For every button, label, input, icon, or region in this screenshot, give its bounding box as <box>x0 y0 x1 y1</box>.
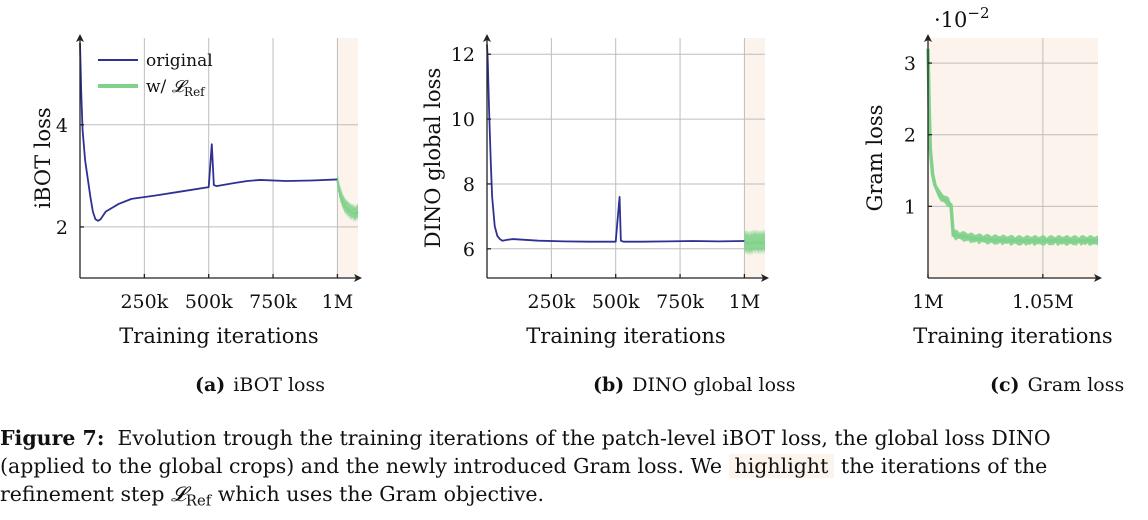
x-tick-label: 250k <box>527 291 575 313</box>
panel-c-gram-loss: 1M 1.05M 1 2 3 Training iterations Gram loss ·1… <box>863 4 1124 396</box>
y-axis-exponent: ·10−2 <box>934 4 990 32</box>
x-tick-label: 1.05M <box>1012 291 1074 313</box>
caption-text-2a: (applied to the global crops) and the ne… <box>0 454 723 478</box>
subcaption: (c) Gram loss <box>990 374 1124 396</box>
caption-text-3b: which uses the Gram objective. <box>217 482 545 506</box>
figure-caption: Figure 7: Evolution trough the training … <box>0 424 1148 515</box>
subcaption: (b) DINO global loss <box>593 374 796 396</box>
caption-line-3: refinement step 𝓛Ref which uses the Gram… <box>0 480 1148 515</box>
y-tick-label: 1 <box>904 196 916 218</box>
caption-text-1: Evolution trough the training iterations… <box>117 426 1051 450</box>
x-axis-label: Training iterations <box>913 324 1112 348</box>
caption-ref-subscript: Ref <box>185 492 212 510</box>
x-tick-label: 500k <box>185 291 233 313</box>
y-tick-label: 2 <box>904 125 916 147</box>
series-line-w_ref <box>926 48 1098 243</box>
refinement-highlight-region <box>744 38 765 278</box>
x-tick-label: 1M <box>912 291 944 313</box>
subcaption-text: DINO global loss <box>632 374 795 396</box>
caption-ref-symbol: 𝓛 <box>171 482 186 506</box>
x-tick-label: 250k <box>120 291 168 313</box>
legend-label-original: original <box>146 51 213 71</box>
subcaption-text: iBOT loss <box>233 374 325 396</box>
x-axis-label: Training iterations <box>119 324 318 348</box>
y-axis-label: DINO global loss <box>421 68 445 248</box>
y-tick-label: 3 <box>904 53 916 75</box>
legend-label-prefix: w/ <box>146 77 172 97</box>
y-tick-label: 2 <box>56 217 68 239</box>
subcaption-letter: (b) <box>593 374 624 396</box>
subcaption-letter: (a) <box>195 374 225 396</box>
y-axis-exponent-power: −2 <box>967 4 989 22</box>
x-tick-label: 750k <box>656 291 704 313</box>
series-line-w_ref <box>744 241 766 245</box>
refinement-highlight-region <box>337 38 358 278</box>
y-tick-label: 12 <box>451 44 475 66</box>
caption-figure-label: Figure 7: <box>0 426 105 450</box>
caption-highlight-word: highlight <box>728 454 835 478</box>
series-band-w_ref <box>337 172 358 224</box>
series-line-w_ref <box>336 180 359 216</box>
series-line-original <box>79 43 338 222</box>
subcaption-letter: (c) <box>990 374 1020 396</box>
panel-b-dino-global-loss: 250k 500k 750k 1M 6 8 10 12 Training iterations D… <box>421 34 796 396</box>
x-axis-label: Training iterations <box>526 324 725 348</box>
y-tick-label: 8 <box>463 174 475 196</box>
panel-a-ibot-loss: 250k 500k 750k 1M 2 4 Training iterations iBOT … <box>31 34 362 396</box>
x-tick-label: 750k <box>249 291 297 313</box>
caption-line-2: (applied to the global crops) and the ne… <box>0 452 1148 480</box>
y-axis-label: Gram loss <box>863 105 887 212</box>
legend-label-subscript: Ref <box>184 85 206 99</box>
legend-label-w_ref: w/ 𝓛Ref <box>146 77 206 99</box>
subcaption-text: Gram loss <box>1028 374 1125 396</box>
x-tick-label: 500k <box>592 291 640 313</box>
caption-text-2b: the iterations of the <box>840 454 1048 478</box>
x-tick-label: 1M <box>322 291 354 313</box>
x-tick-label: 1M <box>729 291 761 313</box>
y-tick-label: 6 <box>463 239 475 261</box>
y-tick-label: 4 <box>56 115 68 137</box>
y-axis-label: iBOT loss <box>31 107 55 208</box>
caption-line-1: Figure 7: Evolution trough the training … <box>0 424 1148 452</box>
caption-text-3a: refinement step <box>0 482 165 506</box>
subcaption: (a) iBOT loss <box>195 374 325 396</box>
series-line-original <box>486 44 745 243</box>
y-tick-label: 10 <box>451 109 475 131</box>
